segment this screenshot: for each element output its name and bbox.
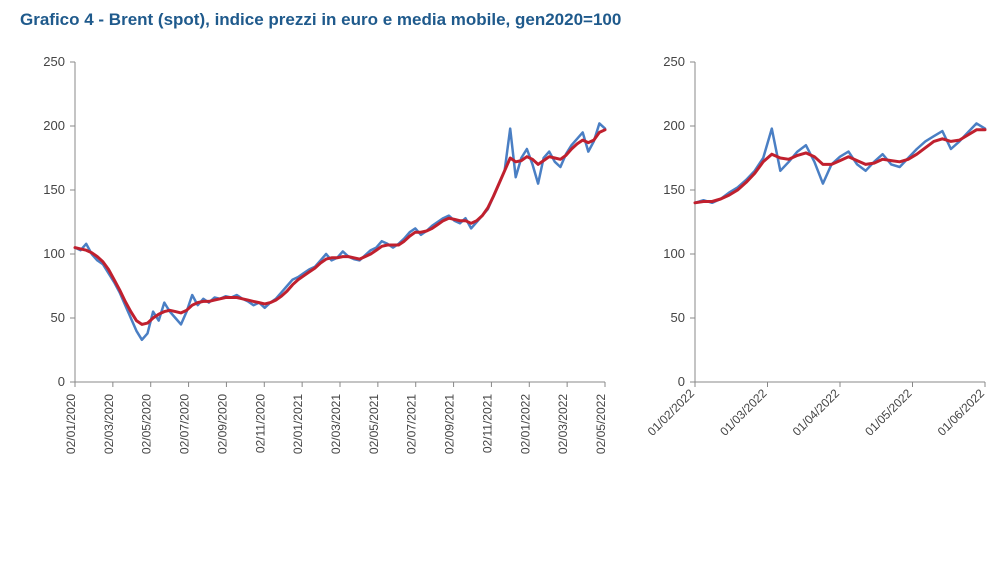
y-tick-label: 250	[663, 54, 685, 69]
y-tick-label: 150	[663, 182, 685, 197]
y-tick-label: 50	[671, 310, 685, 325]
x-tick-label: 02/01/2020	[64, 394, 78, 454]
x-tick-label: 02/03/2020	[102, 394, 116, 454]
x-tick-label: 01/06/2022	[935, 386, 988, 439]
x-tick-label: 01/03/2022	[717, 386, 770, 439]
x-tick-label: 01/04/2022	[790, 386, 843, 439]
series-ma-line	[695, 130, 985, 203]
y-tick-label: 150	[43, 182, 65, 197]
x-tick-label: 02/05/2021	[367, 394, 381, 454]
x-tick-label: 02/03/2021	[329, 394, 343, 454]
x-tick-label: 02/05/2020	[140, 394, 154, 454]
x-tick-label: 02/09/2021	[443, 394, 457, 454]
x-tick-label: 02/05/2022	[594, 394, 608, 454]
x-tick-label: 02/01/2022	[518, 394, 532, 454]
chart-right: 0 50 100 150 200 250 01/02/2022 01/03/2022 01/04…	[640, 42, 1000, 522]
chart-title: Grafico 4 - Brent (spot), indice prezzi …	[20, 10, 986, 30]
chart-left: 0 50 100 150 200 250 02/01/2020 02/03/2020 02/05…	[20, 42, 620, 522]
y-tick-label: 200	[43, 118, 65, 133]
x-tick-label: 02/11/2021	[480, 394, 494, 453]
x-tick-label: 02/07/2021	[405, 394, 419, 454]
y-tick-label: 0	[678, 374, 685, 389]
charts-row: 0 50 100 150 200 250 02/01/2020 02/03/2020 02/05…	[20, 42, 986, 522]
y-tick-label: 100	[663, 246, 685, 261]
x-tick-label: 02/11/2020	[253, 394, 267, 453]
x-tick-label: 01/02/2022	[645, 386, 698, 439]
x-tick-label: 02/01/2021	[291, 394, 305, 454]
y-tick-label: 0	[58, 374, 65, 389]
x-tick-label: 02/09/2020	[215, 394, 229, 454]
y-tick-label: 250	[43, 54, 65, 69]
series-ma-line	[75, 130, 605, 325]
x-tick-label: 02/03/2022	[556, 394, 570, 454]
y-tick-label: 200	[663, 118, 685, 133]
x-tick-label: 02/07/2020	[178, 394, 192, 454]
y-tick-label: 50	[51, 310, 65, 325]
x-tick-label: 01/05/2022	[862, 386, 915, 439]
y-tick-label: 100	[43, 246, 65, 261]
